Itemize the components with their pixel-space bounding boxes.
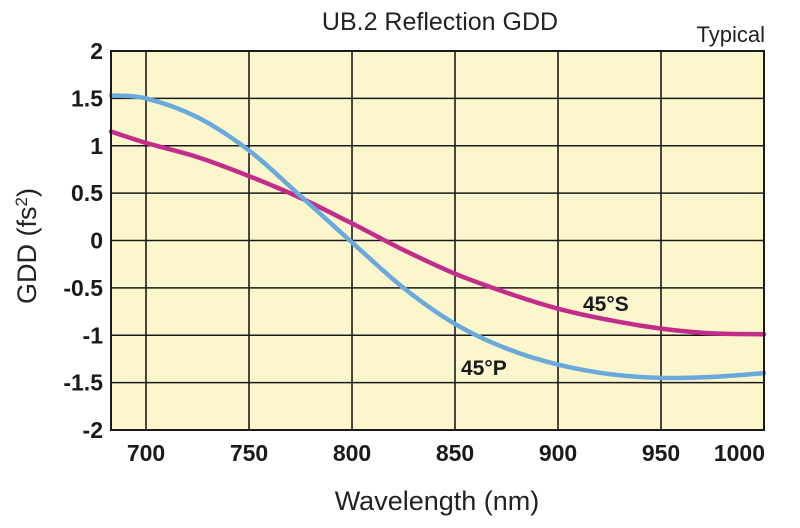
typical-note: Typical xyxy=(697,22,765,47)
y-tick-label: 1 xyxy=(90,133,103,159)
chart-title: UB.2 Reflection GDD xyxy=(322,8,558,36)
x-tick-label: 800 xyxy=(333,440,371,466)
series-labels: 45°S 45°P xyxy=(461,293,629,380)
y-tick-label: -2 xyxy=(83,417,103,443)
series-label-45p: 45°P xyxy=(461,357,507,380)
x-tick-label: 1000 xyxy=(714,440,765,466)
y-tick-label: 0.5 xyxy=(71,180,103,206)
series-lines xyxy=(108,93,767,381)
series-label-45s: 45°S xyxy=(583,293,629,316)
x-tick-label: 700 xyxy=(127,440,165,466)
y-tick-label: -1.5 xyxy=(63,370,103,396)
y-tick-labels: 2 1.5 1 0.5 0 -0.5 -1 -1.5 -2 xyxy=(63,38,103,443)
y-axis-label-main: GDD (fs xyxy=(12,206,42,304)
y-tick-label: 0 xyxy=(90,228,103,254)
y-tick-label: 2 xyxy=(90,38,103,64)
x-tick-label: 850 xyxy=(436,440,474,466)
x-tick-labels: 700 750 800 850 900 950 1000 xyxy=(127,440,765,466)
series-line-45s xyxy=(108,129,767,337)
y-axis-label: GDD (fs2) xyxy=(12,188,43,304)
y-tick-label: -1 xyxy=(83,322,104,348)
x-tick-label: 900 xyxy=(539,440,577,466)
series-line-45p xyxy=(108,93,767,381)
y-axis-label-superscript: 2 xyxy=(12,197,31,206)
plot-frame xyxy=(110,50,765,431)
y-tick-label: -0.5 xyxy=(63,275,103,301)
x-axis-label: Wavelength (nm) xyxy=(335,486,540,516)
x-tick-label: 950 xyxy=(642,440,680,466)
x-tick-label: 750 xyxy=(230,440,268,466)
y-axis-label-close: ) xyxy=(12,188,42,197)
y-tick-label: 1.5 xyxy=(71,85,103,111)
